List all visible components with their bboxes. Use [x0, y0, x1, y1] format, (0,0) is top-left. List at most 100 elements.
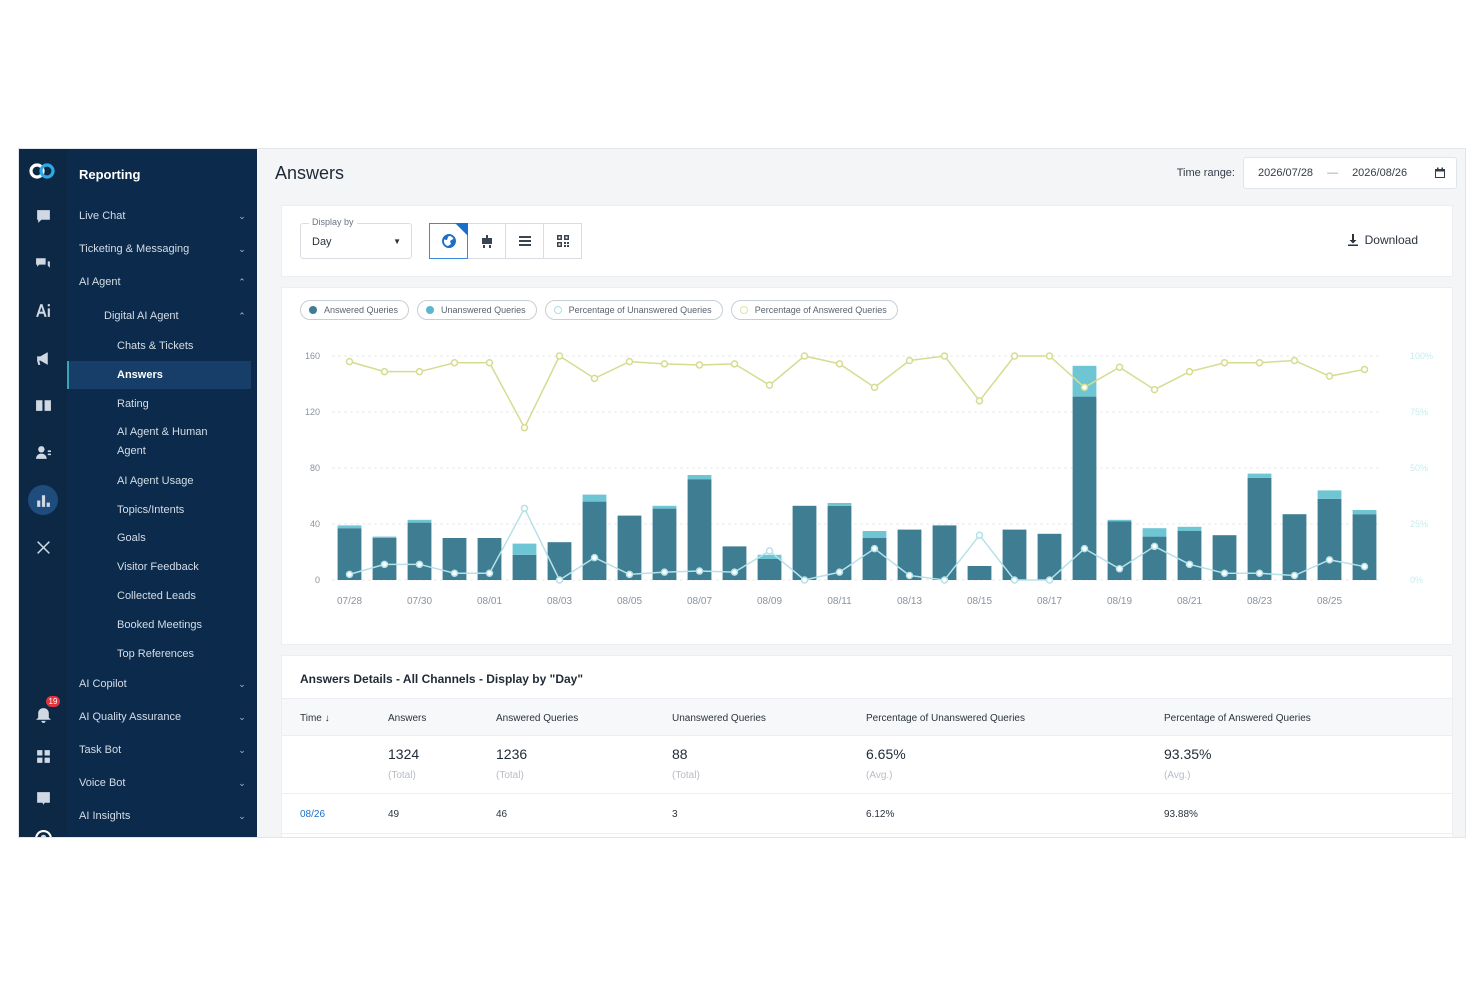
row-date-link[interactable]: 08/26	[300, 809, 326, 820]
x-tick-label: 08/21	[1177, 596, 1202, 607]
nav-topics[interactable]: Topics/Intents	[67, 498, 251, 522]
pct-answered-point	[905, 356, 914, 365]
rail-campaigns[interactable]	[28, 343, 58, 373]
pct-unanswered-point	[1185, 560, 1194, 569]
pct-unanswered-point	[695, 567, 704, 575]
nav-chats-tickets-label: Chats & Tickets	[117, 339, 194, 352]
view-qr-button[interactable]	[543, 223, 582, 259]
nav-visitor-feedback[interactable]: Visitor Feedback	[67, 555, 251, 579]
nav-ai-agent[interactable]: AI Agent ⌃	[67, 270, 251, 294]
legend-unanswered-queries[interactable]: Unanswered Queries	[417, 300, 537, 320]
nav-ai-copilot[interactable]: AI Copilot ⌄	[67, 672, 251, 696]
rail-tools[interactable]	[28, 532, 58, 562]
rail-reporting[interactable]	[28, 485, 58, 515]
rail-help[interactable]	[28, 783, 58, 813]
bar-answered	[1317, 498, 1342, 580]
bar-answered	[792, 505, 817, 580]
nav-chats-tickets[interactable]: Chats & Tickets	[67, 334, 251, 358]
th-time[interactable]: Time ↓	[300, 713, 330, 724]
nav-goals[interactable]: Goals	[67, 526, 251, 550]
date-range-picker[interactable]: 2026/07/28 — 2026/08/26	[1243, 157, 1457, 189]
nav-digital-ai-agent[interactable]: Digital AI Agent ⌃	[67, 304, 251, 328]
display-by-select[interactable]: Display by Day ▼	[300, 217, 412, 259]
nav-collected-leads[interactable]: Collected Leads	[67, 584, 251, 608]
app-logo[interactable]	[29, 161, 55, 186]
nav-ai-usage[interactable]: AI Agent Usage	[67, 469, 251, 493]
rail-notifications[interactable]: 19	[28, 696, 60, 730]
nav-answers[interactable]: Answers	[67, 361, 251, 389]
bar-answered	[1247, 477, 1272, 580]
pct-unanswered-point	[765, 547, 774, 555]
x-tick-label: 08/25	[1317, 596, 1342, 607]
bar-answered	[1037, 533, 1062, 580]
pct-answered-point	[1360, 365, 1369, 374]
y-tick-label: 0	[315, 575, 320, 585]
bar-unanswered	[652, 505, 677, 509]
bar-unanswered	[1177, 526, 1202, 531]
caret-down-icon: ▼	[393, 237, 401, 246]
x-tick-label: 08/13	[897, 596, 922, 607]
legend-label: Answered Queries	[324, 305, 399, 315]
chevron-down-icon: ⌄	[238, 243, 246, 254]
rail-profile[interactable]	[28, 823, 58, 837]
rail-contacts[interactable]	[28, 437, 58, 467]
rail-knowledge[interactable]	[28, 390, 58, 420]
view-bot-button[interactable]	[467, 223, 506, 259]
row-pct-unanswered: 6.12%	[866, 809, 895, 820]
bar-unanswered	[337, 525, 362, 529]
bar-answered	[547, 542, 572, 580]
channel-view-toggle	[429, 223, 582, 259]
legend-pct-unanswered[interactable]: Percentage of Unanswered Queries	[544, 300, 723, 320]
nav-goals-label: Goals	[117, 531, 146, 544]
pct-answered-point	[625, 357, 634, 366]
reporting-nav: Reporting Live Chat ⌄ Ticketing & Messagi…	[67, 149, 257, 837]
nav-ticketing[interactable]: Ticketing & Messaging ⌄	[67, 237, 251, 261]
y2-tick-label: 25%	[1410, 519, 1428, 529]
nav-ai-qa[interactable]: AI Quality Assurance ⌄	[67, 705, 251, 729]
pct-unanswered-point	[800, 576, 809, 584]
bar-unanswered	[1072, 365, 1097, 397]
view-list-button[interactable]	[505, 223, 544, 259]
y2-tick-label: 75%	[1410, 407, 1428, 417]
nav-live-chat[interactable]: Live Chat ⌄	[67, 204, 251, 228]
rail-apps[interactable]	[28, 741, 58, 771]
download-button[interactable]: Download	[1347, 233, 1418, 247]
avatar-icon	[34, 829, 52, 837]
chevron-down-icon: ⌄	[238, 678, 246, 689]
th-pct-unanswered: Percentage of Unanswered Queries	[866, 713, 1025, 724]
rail-ai-agent[interactable]	[28, 295, 58, 325]
x-tick-label: 08/11	[827, 596, 852, 607]
nav-voice-bot[interactable]: Voice Bot ⌄	[67, 771, 251, 795]
pct-answered-point	[1255, 358, 1264, 367]
nav-top-references[interactable]: Top References	[67, 642, 251, 666]
nav-rating[interactable]: Rating	[67, 392, 251, 416]
nav-booked-meetings[interactable]: Booked Meetings	[67, 613, 251, 637]
bar-answered	[1142, 536, 1167, 580]
nav-ai-insights[interactable]: AI Insights ⌄	[67, 804, 251, 828]
pct-unanswered-point	[1045, 576, 1054, 584]
view-all-channels-button[interactable]	[429, 223, 468, 259]
ai-icon	[35, 303, 50, 317]
bar-answered	[372, 538, 397, 580]
rail-chat[interactable]	[28, 201, 58, 231]
nav-top-references-label: Top References	[117, 647, 195, 660]
legend-answered-queries[interactable]: Answered Queries	[300, 300, 410, 320]
bar-answered	[1282, 514, 1307, 580]
pct-answered-point	[870, 383, 879, 392]
nav-task-bot[interactable]: Task Bot ⌄	[67, 738, 251, 762]
robot-icon	[481, 235, 492, 248]
y-tick-label: 80	[310, 463, 320, 473]
nav-ai-human[interactable]: AI Agent & Human Agent	[67, 421, 251, 463]
calendar-icon	[1435, 167, 1445, 178]
rail-tickets[interactable]	[28, 248, 58, 278]
legend-label: Unanswered Queries	[441, 305, 526, 315]
nav-topics-label: Topics/Intents	[117, 503, 185, 516]
time-range-label: Time range:	[1176, 167, 1235, 179]
pct-answered-point	[1045, 352, 1054, 360]
chat-icon	[36, 209, 50, 223]
y2-tick-label: 0%	[1410, 575, 1423, 585]
bar-answered	[1002, 529, 1027, 580]
app-window: 19 Reporting Live Chat ⌄ Ticketing & Mess…	[18, 148, 1466, 838]
legend-pct-answered[interactable]: Percentage of Answered Queries	[730, 300, 898, 320]
chevron-down-icon: ⌄	[238, 744, 246, 755]
